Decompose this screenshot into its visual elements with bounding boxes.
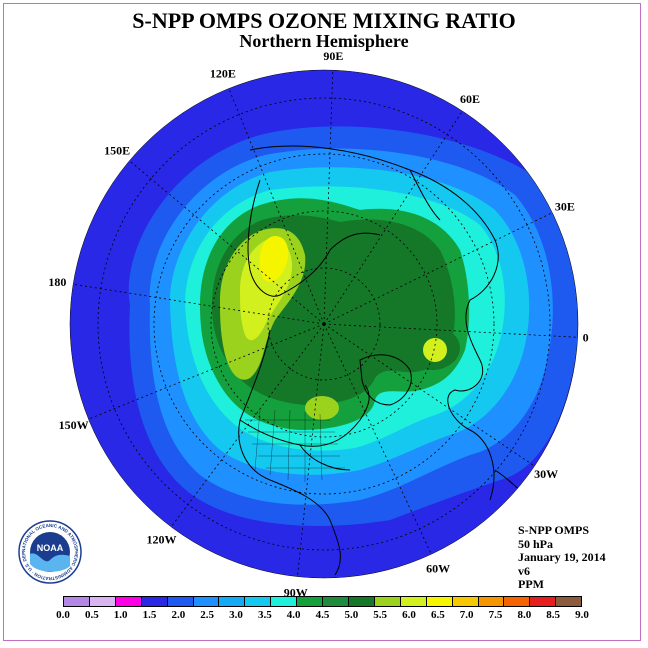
colorbar-segment [556,597,582,606]
longitude-lines [73,70,578,577]
colorbar-tick-label: 1.0 [113,609,128,621]
product-name: S-NPP OMPS [518,523,589,537]
longitude-label: 60E [460,92,480,106]
noaa-logo: NATIONAL OCEANIC AND ATMOSPHERIC ADMINIS… [18,520,82,584]
ozone-band-6-5 [259,235,289,282]
colorbar-tick-label: 3.0 [229,609,243,621]
colorbar-tick-label: 7.5 [488,609,503,621]
colorbar-tick-label: 4.5 [315,609,330,621]
colorbar-ticks: 0.0 0.5 1.0 1.5 2.0 2.5 3.0 3.5 4.0 4.5 5.0 5.5 6.0 6… [56,609,589,623]
colorbar-segment [400,597,427,606]
colorbar-segment [452,597,479,606]
colorbar-segment [504,597,531,606]
page-title: S-NPP OMPS OZONE MIXING RATIO [132,8,516,33]
meridian-line [323,70,334,325]
longitude-label: 150E [104,143,130,157]
page-subtitle: Northern Hemisphere [239,31,409,51]
meridian-line [228,88,325,325]
product-version: v6 [518,563,530,578]
logo-text: NOAA [37,543,64,553]
colorbar-tick-label: 9.0 [575,609,589,621]
colorbar-segment [426,597,453,606]
longitude-label: 120E [210,67,236,81]
colorbar-tick-label: 7.0 [459,609,474,621]
colorbar-segment [374,597,401,606]
colorbar-segment [89,597,116,606]
product-info: S-NPP OMPS 50 hPa January 19, 2014 v6 PP… [518,523,606,592]
colorbar-segment [167,597,194,606]
longitude-label: 150W [59,418,89,432]
colorbar-tick-label: 5.0 [344,609,359,621]
longitude-label: 90E [323,49,343,63]
colorbar-segment [323,597,349,606]
colorbar-segment [297,597,324,606]
meridian-line [170,323,325,528]
colorbar-tick-label: 2.0 [171,609,186,621]
longitude-label: 30W [534,467,558,481]
meridian-line [323,110,463,325]
longitude-label: 180 [48,275,66,289]
colorbar-tick-label: 5.5 [373,609,388,621]
colorbar-segment [530,597,557,606]
colorbar-tick-label: 4.0 [286,609,301,621]
colorbar-segment [219,597,246,606]
colorbar-segment [478,597,505,606]
colorbar-segment [271,597,298,606]
coastline-siberia [247,179,381,297]
colorbar-tick-label: 0.0 [56,609,70,621]
longitude-label: 0 [583,331,589,345]
meridian-line [323,323,578,338]
longitude-label: 120W [147,533,177,547]
longitude-label: 60W [426,562,450,576]
meridian-line [73,283,325,325]
colorbar-tick-label: 2.5 [200,609,215,621]
coastline-greenland [359,354,412,406]
colorbar-tick-label: 6.0 [402,609,416,621]
colorbar-segment [115,597,142,606]
colorbar [63,596,582,607]
map-edge [69,69,579,579]
meridian-line [323,323,432,555]
meridian-line [323,212,553,325]
meridian-line [323,323,535,467]
colorbar-segment [141,597,168,606]
ozone-band-6-0-europe [423,338,447,362]
meridian-line [129,160,325,325]
pressure-level: 50 hPa [518,536,554,551]
colorbar-segment [245,597,272,606]
colorbar-tick-label: 3.5 [257,609,272,621]
ozone-band-5-5-canada [305,396,339,420]
meridian-line [88,323,325,420]
meridian-line [297,323,325,577]
coastline-eurasia [249,145,499,501]
latitude-circles [97,97,551,551]
colorbar-tick-label: 8.5 [546,609,561,621]
product-date: January 19, 2014 [518,550,606,564]
colorbar-tick-label: 1.5 [142,609,157,621]
colorbar-segment [64,597,90,606]
colorbar-tick-label: 0.5 [84,609,99,621]
ozone-band-5-0-east [360,252,430,308]
colorbar-segment [348,597,375,606]
colorbar-tick-label: 6.5 [430,609,445,621]
colorbar-tick-label: 8.0 [517,609,532,621]
longitude-label: 30E [555,200,575,214]
figure-border [3,3,641,641]
colorbar-segment [193,597,220,606]
product-units: PPM [518,577,544,591]
